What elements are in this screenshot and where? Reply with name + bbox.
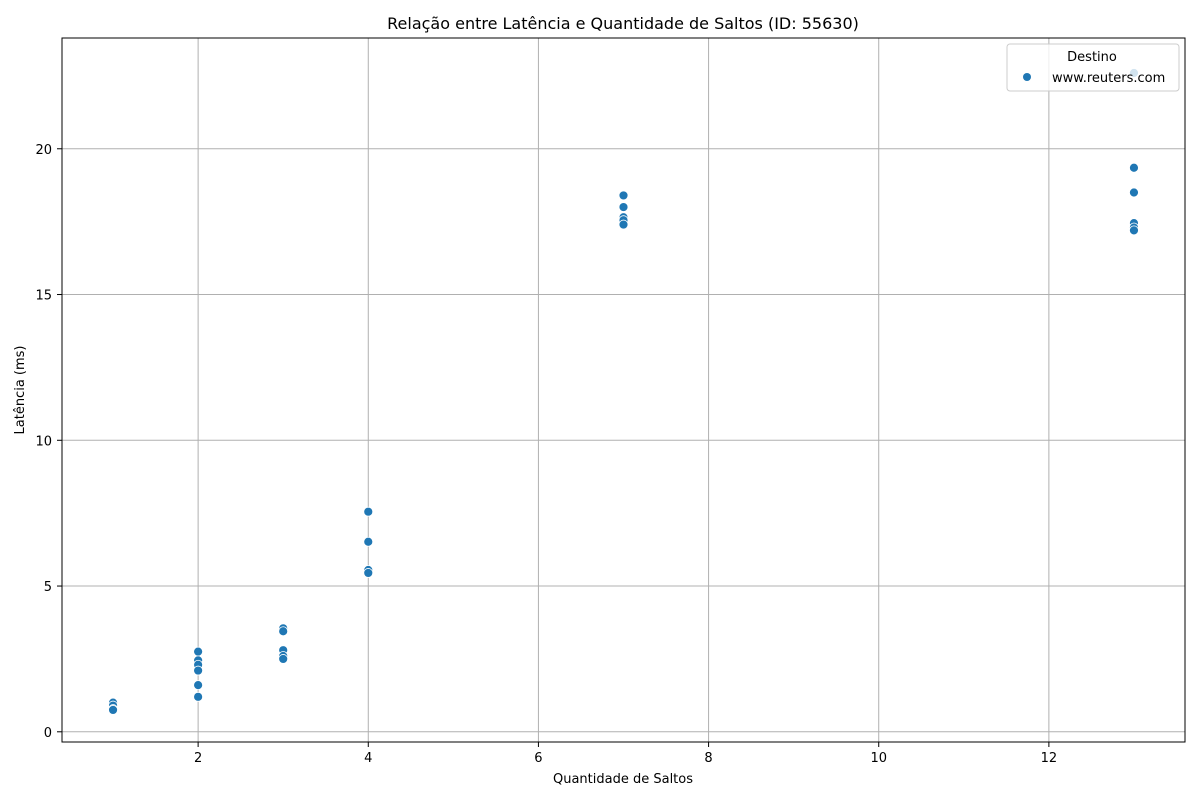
data-point: [278, 654, 289, 664]
data-point: [108, 705, 118, 715]
x-tick-label: 6: [534, 751, 542, 766]
y-tick-label: 20: [35, 143, 52, 158]
x-tick-label: 12: [1041, 751, 1058, 766]
legend: Destino www.reuters.com: [1006, 43, 1180, 92]
data-point: [1129, 225, 1139, 236]
data-point: [363, 536, 374, 547]
data-point: [618, 202, 629, 212]
plot-area-frame: [61, 37, 1186, 743]
data-point: [193, 646, 204, 657]
data-point: [1129, 187, 1139, 198]
data-point: [618, 219, 629, 230]
data-point: [363, 568, 374, 578]
chart-title: Relação entre Latência e Quantidade de S…: [387, 14, 859, 33]
y-tick-label: 0: [44, 726, 52, 741]
grid-lines: [62, 38, 1185, 742]
data-point: [193, 691, 204, 702]
legend-marker: [1023, 73, 1031, 81]
x-tick-label: 10: [870, 751, 887, 766]
data-point: [363, 506, 374, 517]
y-axis-ticks: 0 5 10 15 20: [35, 143, 62, 741]
legend-box: [1006, 43, 1180, 92]
data-point: [278, 626, 289, 637]
y-tick-label: 15: [35, 289, 52, 304]
legend-title: Destino: [1067, 50, 1117, 65]
data-point: [1129, 162, 1139, 173]
x-tick-label: 4: [364, 751, 372, 766]
y-axis-label: Latência (ms): [13, 346, 28, 435]
data-point: [193, 665, 204, 676]
data-points: [108, 68, 1139, 715]
y-tick-label: 10: [35, 434, 52, 449]
data-point: [618, 190, 629, 201]
x-axis-ticks: 2 4 6 8 10 12: [194, 742, 1057, 766]
y-tick-label: 5: [44, 580, 52, 595]
x-tick-label: 8: [704, 751, 712, 766]
x-axis-label: Quantidade de Saltos: [553, 772, 693, 787]
x-tick-label: 2: [194, 751, 202, 766]
legend-entry-label: www.reuters.com: [1052, 71, 1165, 86]
data-point: [193, 680, 204, 691]
